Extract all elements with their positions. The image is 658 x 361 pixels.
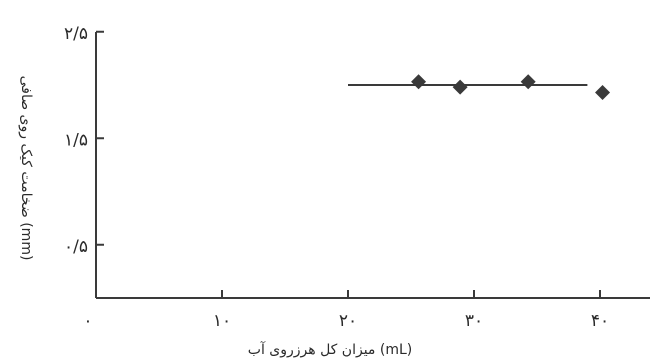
y-tick-label: ۰/۵ — [64, 237, 88, 257]
data-points — [411, 74, 611, 100]
data-point — [595, 84, 611, 100]
x-axis-label: میزان کل هرزروی آب (mL) — [248, 341, 412, 358]
data-point — [411, 74, 427, 90]
x-tick-label: ۳۰ — [465, 311, 483, 331]
y-axis-label: ضخامت کیک روی صافی (mm) — [18, 76, 34, 261]
x-tick-label: ۴۰ — [591, 311, 609, 331]
y-tick-label: ۲/۵ — [64, 24, 88, 44]
x-ticks: ۰ ۱۰ ۲۰ ۳۰ ۴۰ — [83, 290, 609, 331]
y-ticks: ۰/۵ ۱/۵ ۲/۵ — [64, 24, 104, 257]
x-tick-label: ۱۰ — [213, 311, 231, 331]
data-point — [520, 74, 536, 90]
data-point — [452, 79, 468, 95]
y-tick-label: ۱/۵ — [64, 130, 88, 150]
x-tick-label: ۲۰ — [339, 311, 357, 331]
x-tick-label: ۰ — [83, 311, 92, 331]
